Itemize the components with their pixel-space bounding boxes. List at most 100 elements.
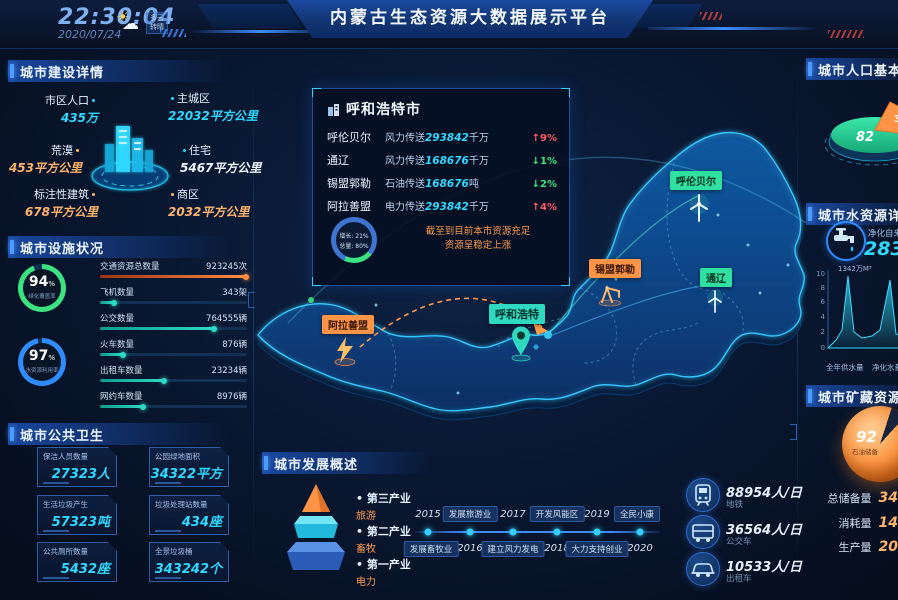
legend-secondary: 第二产业 畜牧 bbox=[356, 523, 411, 555]
bus-icon bbox=[686, 515, 720, 549]
car-icon bbox=[686, 552, 720, 586]
legend-sub: 电力 bbox=[356, 577, 376, 588]
row-type: 电力传送 bbox=[385, 202, 425, 213]
header-deco-hash-right2 bbox=[700, 12, 722, 20]
bar-value: 876辆 bbox=[222, 340, 247, 350]
row-name: 锡盟郭勒 bbox=[327, 177, 371, 190]
panel-title-minerals-label: 城市矿藏资源详情 bbox=[818, 390, 898, 406]
stat-value: 2032平方公里 bbox=[168, 205, 250, 219]
map-marker-tongliao[interactable]: 通辽 bbox=[700, 268, 732, 287]
bar-fill bbox=[100, 299, 117, 306]
health-card-cleaners: 保洁人员数量 27323人 bbox=[37, 447, 117, 487]
minerals-donut: 92 石油储备 bbox=[842, 406, 898, 482]
row-type: 风力传送 bbox=[385, 156, 425, 167]
timeline-year: 2019 bbox=[584, 509, 610, 520]
bar-track bbox=[100, 377, 247, 384]
corner-deco bbox=[312, 88, 321, 97]
timeline-year: 2018 bbox=[544, 543, 570, 554]
lightning-icon bbox=[334, 337, 356, 366]
note-line-2: 资源呈稳定上涨 bbox=[444, 240, 512, 251]
panel-title-water: 城市水资源详情 bbox=[806, 203, 898, 225]
health-card-garbage: 生活垃圾产生 57323吨 bbox=[37, 495, 117, 535]
card-label: 公共厕所数量 bbox=[43, 547, 88, 556]
health-card-treatment: 垃圾处理站数量 434座 bbox=[149, 495, 229, 535]
panel-title-water-label: 城市水资源详情 bbox=[818, 208, 898, 224]
donut-line-2: 总量: 80% bbox=[339, 242, 369, 250]
panel-title-development: 城市发展概述 bbox=[262, 452, 447, 474]
bar-label: 出租车数量 bbox=[100, 366, 143, 376]
ytick: 2 bbox=[821, 328, 825, 336]
panel-title-population-label: 城市人口基本信息 bbox=[818, 63, 898, 79]
stat-value: 435万 bbox=[60, 111, 98, 125]
panel-title-development-label: 城市发展概述 bbox=[274, 457, 359, 473]
faucet-icon bbox=[826, 221, 866, 261]
bar-value: 764555辆 bbox=[206, 314, 247, 324]
gauge-unit: % bbox=[48, 280, 56, 288]
stat-value: 453平方公里 bbox=[8, 161, 82, 175]
transport-label-metro: 地铁 bbox=[726, 500, 744, 510]
row-unit: 千万 bbox=[468, 156, 489, 167]
header-wing-left bbox=[197, 4, 303, 28]
oil-pump-icon bbox=[598, 285, 622, 307]
ytick: 10 bbox=[816, 270, 825, 278]
pie-orange-value: 3 bbox=[894, 114, 898, 125]
bar-row: 火车数量 876辆 bbox=[100, 338, 247, 358]
panel-title-facilities: 城市设施状况 bbox=[8, 236, 254, 258]
legend-label: 第二产业 bbox=[356, 523, 411, 539]
bar-row: 飞机数量 343架 bbox=[100, 286, 247, 306]
wind-turbine-icon bbox=[689, 194, 709, 222]
panel-title-construction-label: 城市建设详情 bbox=[20, 65, 105, 81]
mineral-value: 20 bbox=[878, 539, 898, 555]
bar-label: 飞机数量 bbox=[100, 288, 135, 298]
weather-line-1: 多云 bbox=[150, 14, 164, 22]
city-info-popup: 呼和浩特市 呼伦贝尔 风力传送 293842 千万 ↑9% 通辽 风力传送 16… bbox=[312, 88, 570, 286]
trend-down-indicator: ↓2% bbox=[532, 179, 557, 190]
panel-title-construction: 城市建设详情 bbox=[8, 60, 254, 82]
timeline-year: 2017 bbox=[500, 509, 526, 520]
bar-row: 出租车数量 23234辆 bbox=[100, 364, 247, 384]
timeline-dot-2017 bbox=[509, 528, 517, 536]
stat-landmark: 标注性建筑 678平方公里 bbox=[6, 186, 98, 220]
map-marker-hulunbeier[interactable]: 呼伦贝尔 bbox=[670, 171, 722, 190]
bar-value: 923245次 bbox=[206, 262, 247, 272]
dot-icon bbox=[171, 193, 174, 196]
panel-title-population: 城市人口基本信息 bbox=[806, 58, 898, 80]
map-marker-alashanmeng[interactable]: 阿拉善盟 bbox=[322, 315, 374, 334]
weather-text: 多云 转晴 bbox=[146, 12, 168, 34]
timeline-tag: 发展旅游业 bbox=[442, 506, 498, 522]
map-marker-ximengguole[interactable]: 锡盟郭勒 bbox=[589, 259, 641, 278]
header-bar: 22:30:04 2020/07/24 ☀ ☁ 多云 转晴 内蒙古生态资源大数据… bbox=[0, 0, 898, 49]
note-line-1: 截至到目前本市资源充足 bbox=[425, 226, 531, 237]
map-marker-huhehaote[interactable]: 呼和浩特 bbox=[489, 304, 545, 324]
row-unit: 吨 bbox=[468, 179, 479, 190]
bar-track bbox=[100, 273, 249, 280]
transport-value-metro: 88954人/日 bbox=[726, 486, 802, 501]
water-xlabel-2: 净化水量 bbox=[872, 363, 898, 372]
health-card-park-area: 公园绿地面积 34322平方 bbox=[149, 447, 229, 487]
popup-row-ximengguole: 锡盟郭勒 石油传送 168676 吨 ↓2% bbox=[327, 175, 557, 191]
stat-commercial: 商区 2032平方公里 bbox=[168, 186, 254, 220]
trend-pct: 2% bbox=[540, 179, 557, 190]
dot-icon bbox=[171, 97, 174, 100]
card-value: 57323吨 bbox=[51, 515, 110, 530]
mineral-row-production: 生产量 20 bbox=[776, 539, 898, 555]
pie-green-value: 82 bbox=[856, 130, 874, 145]
popup-row-alashanmeng: 阿拉善盟 电力传送 293842 千万 ↑4% bbox=[327, 198, 557, 214]
mineral-label: 总储备量 bbox=[827, 492, 872, 505]
building-icon bbox=[328, 103, 339, 116]
metro-icon bbox=[686, 478, 720, 512]
gauge-unit: % bbox=[48, 354, 56, 362]
timeline-year: 2016 bbox=[457, 543, 483, 554]
arrow-down-icon: ↓ bbox=[531, 179, 541, 190]
legend-label: 第一产业 bbox=[356, 556, 411, 572]
transport-value-car: 10533人/日 bbox=[726, 560, 802, 575]
corner-deco bbox=[561, 277, 570, 286]
bar-row: 网约车数量 8976辆 bbox=[100, 390, 247, 410]
trend-pct: 4% bbox=[540, 202, 557, 213]
timeline-year: 2020 bbox=[627, 543, 653, 554]
stat-label: 市区人口 bbox=[45, 94, 89, 107]
popup-title-text: 呼和浩特市 bbox=[346, 102, 421, 118]
mineral-row-consumption: 消耗量 14 bbox=[776, 515, 898, 531]
card-value: 27323人 bbox=[51, 467, 110, 482]
header-deco-line-left bbox=[190, 30, 320, 33]
